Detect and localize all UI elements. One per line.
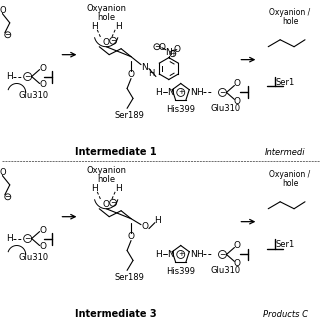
- Text: Oxyanion /: Oxyanion /: [269, 171, 311, 180]
- Text: N: N: [167, 88, 174, 97]
- Text: O: O: [234, 241, 241, 250]
- Text: N: N: [165, 48, 172, 57]
- Text: hole: hole: [97, 175, 115, 184]
- Text: −: −: [25, 234, 31, 243]
- Text: Ser1: Ser1: [276, 78, 295, 87]
- Text: O: O: [39, 226, 46, 235]
- Text: −: −: [4, 30, 11, 39]
- Text: N: N: [167, 250, 174, 259]
- Text: His399: His399: [166, 267, 195, 276]
- Text: −: −: [4, 192, 11, 201]
- Text: −: −: [154, 42, 160, 51]
- Text: O: O: [234, 79, 241, 88]
- Text: Ser1: Ser1: [276, 240, 295, 249]
- Text: Intermedi: Intermedi: [265, 148, 305, 156]
- Text: O: O: [141, 222, 148, 231]
- Text: −: −: [110, 198, 116, 207]
- Text: −: −: [219, 88, 226, 97]
- Text: N: N: [190, 88, 197, 97]
- Text: N: N: [141, 63, 148, 72]
- Text: H: H: [91, 22, 98, 31]
- Text: O: O: [128, 70, 134, 79]
- Text: O: O: [234, 259, 241, 268]
- Text: hole: hole: [282, 17, 298, 26]
- Text: O: O: [173, 45, 180, 54]
- Text: −: −: [219, 250, 226, 259]
- Text: O: O: [39, 242, 46, 251]
- Text: +: +: [178, 90, 184, 95]
- Text: H: H: [148, 69, 154, 78]
- Text: H: H: [196, 250, 203, 259]
- Text: H: H: [155, 216, 161, 225]
- Text: O: O: [128, 232, 134, 241]
- Text: H: H: [6, 234, 13, 243]
- Text: hole: hole: [282, 180, 298, 188]
- Text: −: −: [25, 72, 31, 81]
- Text: +: +: [170, 51, 176, 57]
- Text: Glu310: Glu310: [211, 266, 241, 275]
- Text: Glu310: Glu310: [19, 91, 49, 100]
- Text: O: O: [0, 6, 6, 15]
- Text: Glu310: Glu310: [211, 104, 241, 113]
- Text: O: O: [234, 97, 241, 106]
- Text: N: N: [190, 250, 197, 259]
- Text: Oxyanion /: Oxyanion /: [269, 8, 311, 17]
- Text: H: H: [115, 184, 122, 193]
- Text: O: O: [0, 168, 6, 178]
- Text: O: O: [158, 43, 165, 52]
- Text: Oxyanion: Oxyanion: [86, 166, 126, 175]
- Text: H: H: [6, 72, 13, 81]
- Text: His399: His399: [166, 105, 195, 114]
- Text: Intermediate 3: Intermediate 3: [75, 309, 157, 319]
- Text: H: H: [156, 88, 162, 97]
- Text: H: H: [196, 88, 203, 97]
- Text: −: −: [110, 36, 116, 45]
- Text: Products C: Products C: [263, 310, 308, 319]
- Text: H: H: [156, 250, 162, 259]
- Text: O: O: [103, 200, 110, 209]
- Text: O: O: [103, 38, 110, 47]
- Text: Oxyanion: Oxyanion: [86, 4, 126, 13]
- Text: O: O: [39, 80, 46, 89]
- Text: hole: hole: [97, 13, 115, 22]
- Text: Glu310: Glu310: [19, 253, 49, 262]
- Text: H: H: [91, 184, 98, 193]
- Text: Ser189: Ser189: [114, 273, 144, 282]
- Text: +: +: [178, 252, 184, 258]
- Text: Intermediate 1: Intermediate 1: [75, 147, 157, 157]
- Text: H: H: [115, 22, 122, 31]
- Text: O: O: [39, 64, 46, 73]
- Text: Ser189: Ser189: [114, 111, 144, 120]
